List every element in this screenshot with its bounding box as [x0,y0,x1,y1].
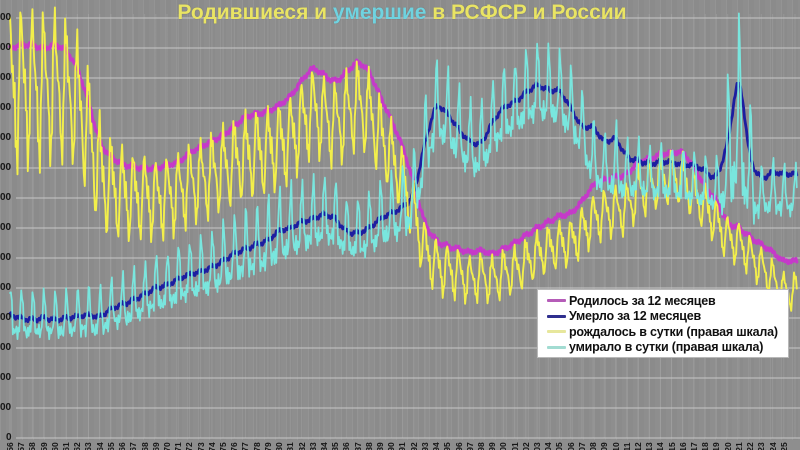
x-tick-label: 09 [599,442,610,450]
x-tick-label: 96 [453,442,464,450]
y-tick-label: 00 [0,72,12,83]
legend-label: Родилось за 12 месяцев [569,293,716,308]
y-tick-label: 00 [0,222,12,233]
line-swatch-icon [547,330,566,334]
x-tick-label: 77 [240,442,251,450]
title-part-deaths: умершие [332,1,427,24]
y-tick-label: 0 [6,432,12,443]
x-tick-label: 11 [621,442,632,450]
y-tick-label: 00 [0,342,12,353]
title-part-region: в РСФСР и России [426,1,627,24]
x-tick-label: 15 [666,442,677,450]
x-tick-label: 92 [408,442,419,450]
legend: Родилось за 12 месяцев Умерло за 12 меся… [537,289,789,358]
x-tick-label: 81 [285,442,296,450]
legend-item-died-12m: Умерло за 12 месяцев [547,309,788,325]
x-tick-label: 68 [139,442,150,450]
x-tick-label: 69 [150,442,161,450]
x-tick-label: 24 [767,442,778,450]
legend-label: рождалось в сутки (правая шкала) [569,324,778,339]
x-tick-label: 23 [756,442,767,450]
legend-item-born-daily: рождалось в сутки (правая шкала) [547,324,788,340]
x-tick-label: 25 [778,442,789,450]
legend-label: умирало в сутки (правая шкала) [569,340,764,355]
x-tick-label: 95 [442,442,453,450]
x-tick-label: 73 [195,442,206,450]
y-tick-label: 00 [0,102,12,113]
legend-item-died-daily: умирало в сутки (правая шкала) [547,340,788,356]
x-tick-label: 91 [397,442,408,450]
x-tick-label: 83 [307,442,318,450]
x-tick-label: 20 [722,442,733,450]
y-tick-label: 00 [0,132,12,143]
y-tick-label: 00 [0,252,12,263]
x-tick-label: 87 [352,442,363,450]
y-tick-label: 00 [0,12,12,23]
x-tick-label: 58 [27,442,38,450]
x-tick-label: 64 [94,442,105,450]
chart-title: Родившиеся и умершие в РСФСР и России [177,1,626,25]
x-tick-label: 00 [498,442,509,450]
legend-label: Умерло за 12 месяцев [569,309,702,324]
y-tick-label: 00 [0,192,12,203]
y-tick-label: 00 [0,162,12,173]
x-tick-label: 14 [655,442,666,450]
x-tick-label: 67 [128,442,139,450]
line-swatch-icon [547,299,566,303]
x-tick-label: 01 [509,442,520,450]
x-tick-label: 63 [83,442,94,450]
y-tick-label: 00 [0,312,12,323]
x-tick-label: 78 [251,442,262,450]
x-tick-label: 59 [38,442,49,450]
y-tick-label: 00 [0,372,12,383]
x-tick-label: 06 [565,442,576,450]
line-swatch-icon [547,314,566,318]
y-tick-label: 00 [0,402,12,413]
x-tick-label: 82 [296,442,307,450]
x-tick-label: 97 [464,442,475,450]
y-tick-label: 00 [0,42,12,53]
x-tick-label: 10 [610,442,621,450]
x-tick-label: 19 [711,442,722,450]
legend-item-born-12m: Родилось за 12 месяцев [547,293,788,309]
x-tick-label: 86 [341,442,352,450]
x-tick-label: 72 [184,442,195,450]
x-tick-label: 05 [554,442,565,450]
line-swatch-icon [547,345,566,349]
y-tick-label: 00 [0,282,12,293]
title-part-births: Родившиеся и [177,1,333,24]
